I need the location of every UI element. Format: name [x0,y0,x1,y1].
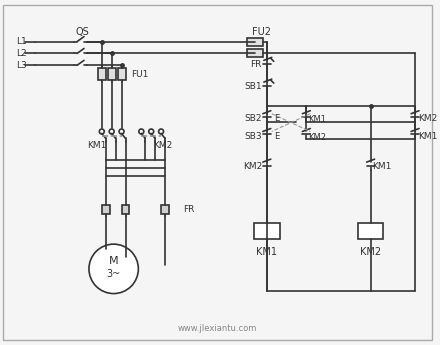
Text: SB2: SB2 [244,114,262,123]
Text: FR: FR [183,205,194,214]
Bar [102,205,110,215]
Bar [247,49,263,57]
Circle shape [89,244,138,294]
Text: KM1: KM1 [373,161,392,170]
Bar [121,205,129,215]
Text: KM2: KM2 [418,114,437,123]
Bar [98,68,106,80]
Bar [254,224,280,239]
Circle shape [109,129,114,134]
Text: FR: FR [250,60,262,69]
Text: KM2: KM2 [242,161,262,170]
Circle shape [119,129,124,134]
Text: E: E [274,114,279,123]
Text: SB1: SB1 [244,81,262,90]
Circle shape [158,129,164,134]
Text: 3~: 3~ [106,269,121,279]
Text: KM1: KM1 [257,247,277,257]
Bar [117,68,125,80]
Bar [108,68,116,80]
Text: KM1: KM1 [308,115,326,124]
Text: KM2: KM2 [360,247,381,257]
Bar [161,205,169,215]
Text: SB3: SB3 [244,132,262,141]
Circle shape [139,129,144,134]
Text: E: E [274,132,279,141]
Text: www.jlexiantu.com: www.jlexiantu.com [178,324,257,333]
Text: QS: QS [75,27,89,37]
Circle shape [149,129,154,134]
Text: M: M [109,256,118,266]
Text: L3: L3 [16,61,26,70]
Text: KM2: KM2 [308,133,326,142]
Text: FU1: FU1 [132,70,149,79]
Bar [247,38,263,46]
Text: KM1: KM1 [87,141,106,150]
Text: L1: L1 [16,37,26,46]
Bar [358,224,383,239]
Text: KM1: KM1 [418,132,437,141]
Circle shape [99,129,104,134]
Text: KM2: KM2 [153,141,172,150]
Text: FU2: FU2 [253,27,271,37]
Text: L2: L2 [16,49,26,58]
